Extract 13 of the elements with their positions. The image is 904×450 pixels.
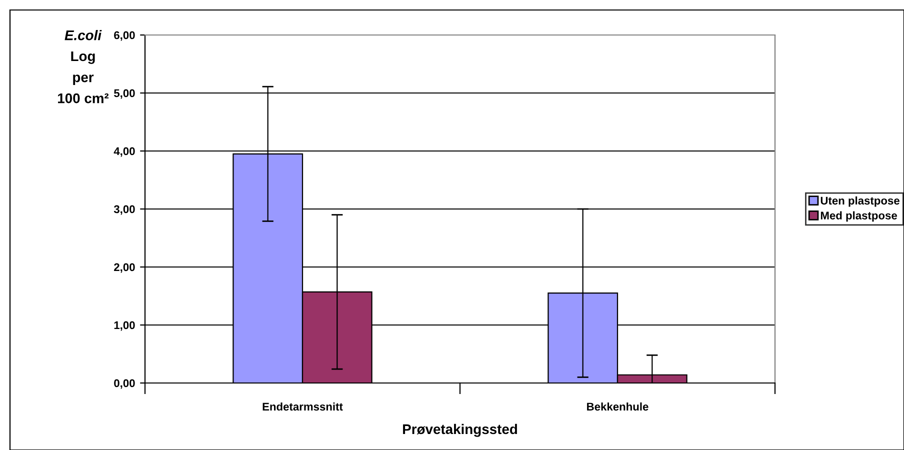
y-tick-label: 1,00 bbox=[114, 321, 135, 331]
y-tick-label: 2,00 bbox=[114, 263, 135, 273]
y-tick-label: 0,00 bbox=[114, 379, 135, 389]
y-tick-label: 3,00 bbox=[114, 205, 135, 215]
x-tick-label: Endetarmssnitt bbox=[262, 402, 343, 411]
legend-label: Med plastpose bbox=[820, 211, 897, 222]
y-tick-label: 6,00 bbox=[114, 31, 135, 41]
y-tick-label: 5,00 bbox=[114, 89, 135, 99]
y-axis-title: E.coli Log per 100 cm² bbox=[58, 30, 109, 104]
x-tick-label: Bekkenhule bbox=[587, 402, 648, 411]
y-tick-label: 4,00 bbox=[114, 147, 135, 157]
x-axis-title: Prøvetakingssted bbox=[403, 424, 517, 437]
legend-label: Uten plastpose bbox=[820, 196, 900, 207]
